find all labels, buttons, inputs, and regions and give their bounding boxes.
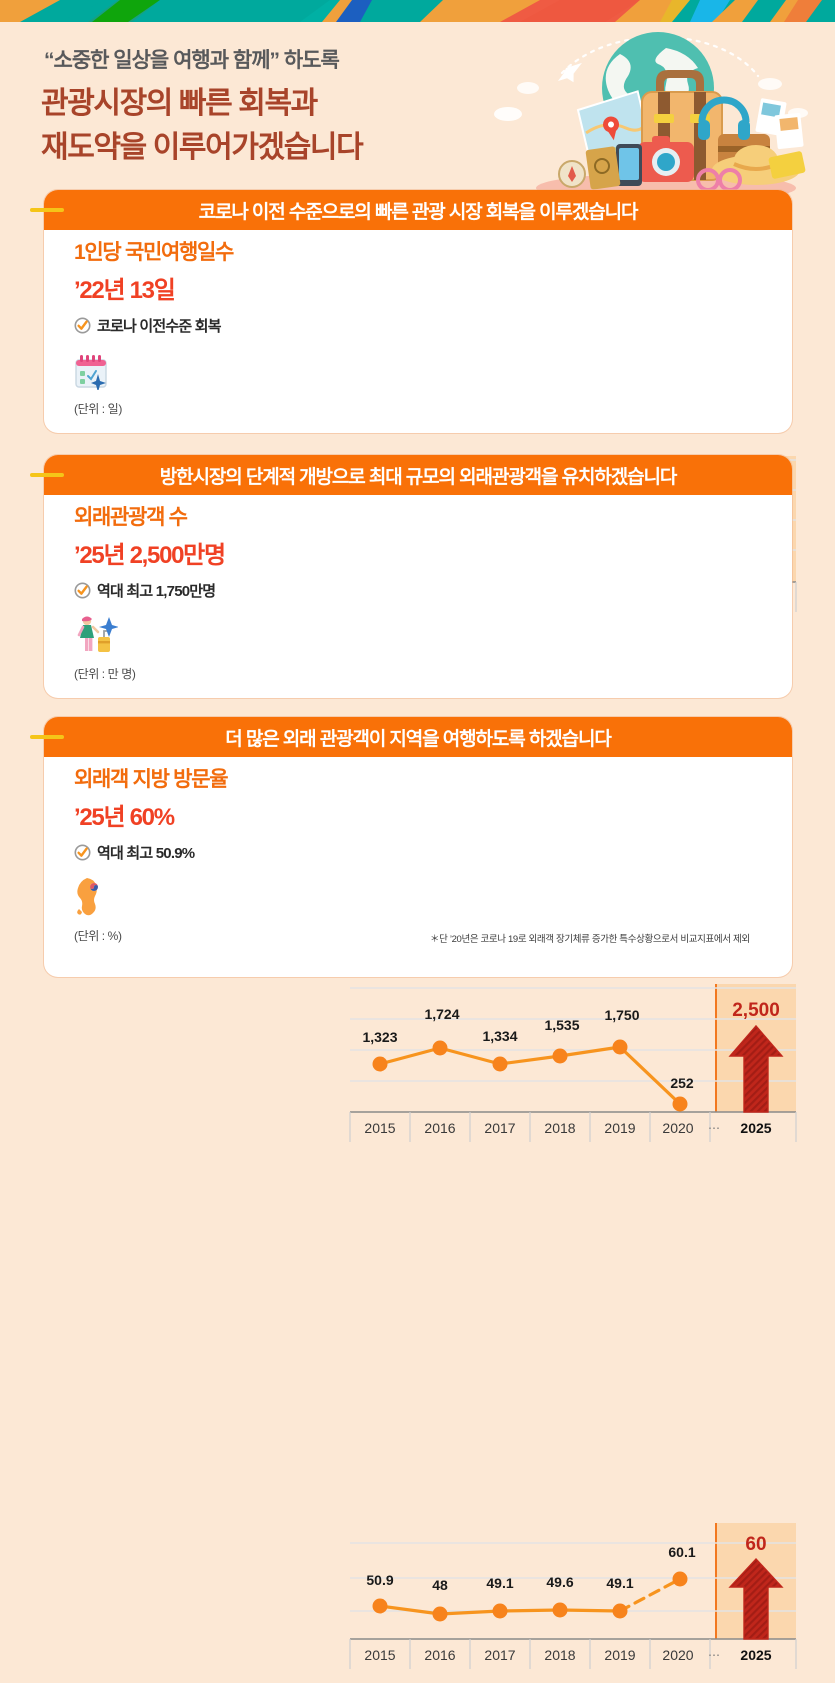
x-axis-labels-2: 2015 2016 2017 2018 2019 2020 ⋯ 2025 xyxy=(364,1120,771,1136)
info-unit-1: (단위 : 일) xyxy=(74,402,122,417)
info-unit-3: (단위 : %) xyxy=(74,929,122,944)
x-tick-label-target: 2025 xyxy=(740,1120,771,1136)
data-label: 49.1 xyxy=(606,1575,633,1591)
data-labels-3: 50.9 48 49.1 49.6 49.1 60.1 xyxy=(366,1544,695,1593)
x-tick-label: 2019 xyxy=(604,1120,635,1136)
axis-gap-ellipsis: ⋯ xyxy=(708,1121,720,1135)
x-axis-labels-3: 2015 2016 2017 2018 2019 2020 ⋯ 2025 xyxy=(364,1647,771,1663)
series-markers-3 xyxy=(372,1571,688,1622)
info-panel-2: 외래관광객 수 ’25년 2,500만명 역대 최고 1,750만명 xyxy=(74,506,319,682)
info-sub-text-1: 코로나 이전수준 회복 xyxy=(97,318,222,336)
info-title-2: 외래관광객 수 xyxy=(74,506,188,532)
info-panel-3: 외래객 지방 방문율 ’25년 60% 역대 최고 50.9% (단위 : %) xyxy=(74,768,319,944)
x-tick-label: 2020 xyxy=(662,1647,693,1663)
info-value-2: ’25년 2,500만명 xyxy=(74,542,226,570)
info-sub-3: 역대 최고 50.9% xyxy=(74,842,319,863)
info-value-3: ’25년 60% xyxy=(74,804,175,832)
hero-section: “소중한 일상을 여행과 함께” 하도록 관광시장의 빠른 회복과 재도약을 이… xyxy=(0,22,835,203)
calendar-plane-glyph xyxy=(75,355,107,391)
check-circle-icon xyxy=(74,844,91,861)
section-header-bar-2: 방한시장의 단계적 개방으로 최대 규모의 외래관광객을 유치하겠습니다 xyxy=(44,455,792,495)
info-title-3: 외래객 지방 방문율 xyxy=(74,768,229,794)
data-label: 49.6 xyxy=(546,1574,573,1590)
hero-quote: “소중한 일상을 여행과 함께” 하도록 xyxy=(44,49,340,72)
info-sub-1: 코로나 이전수준 회복 xyxy=(74,315,319,336)
info-sub-text-3: 역대 최고 50.9% xyxy=(97,845,195,863)
info-sub-text-2: 역대 최고 1,750만명 xyxy=(97,583,216,601)
section-header-text-3: 더 많은 외래 관광객이 지역을 여행하도록 하겠습니다 xyxy=(225,728,612,750)
info-sub-2: 역대 최고 1,750만명 xyxy=(74,580,319,601)
x-tick-label-target: 2025 xyxy=(740,1647,771,1663)
x-tick-label: 2020 xyxy=(662,1120,693,1136)
chart-3-footnote: ＊단 ’20년은 코로나 19로 외래객 장기체류 증가한 특수상황으로서 비교… xyxy=(430,934,750,945)
x-tick-label: 2018 xyxy=(544,1647,575,1663)
x-tick-label: 2015 xyxy=(364,1647,395,1663)
chart-3-regional-visit-rate: 50.9 48 49.1 49.6 49.1 60.1 60 2015 2016… xyxy=(349,1523,797,1669)
traveler-luggage-icon xyxy=(74,613,319,655)
header-accent-dash-3 xyxy=(30,735,64,739)
info-title-wrap-2: 외래관광객 수 xyxy=(74,506,319,532)
top-band-pattern xyxy=(0,0,835,22)
info-unit-2: (단위 : 만 명) xyxy=(74,667,136,682)
data-label: 49.1 xyxy=(486,1575,513,1591)
data-label: 1,323 xyxy=(362,1029,397,1045)
header-accent-dash-2 xyxy=(30,473,64,477)
calendar-plane-icon xyxy=(74,348,319,391)
section-header-bar-3: 더 많은 외래 관광객이 지역을 여행하도록 하겠습니다 xyxy=(44,717,792,757)
travel-suitcase-globe-illustration xyxy=(494,32,808,203)
info-title-1: 1인당 국민여행일수 xyxy=(74,241,234,267)
header-accent-dash-1 xyxy=(30,208,64,212)
section-header-text-1: 코로나 이전 수준으로의 빠른 관광 시장 회복을 이루겠습니다 xyxy=(198,201,639,223)
data-label: 1,334 xyxy=(482,1028,517,1044)
hero-headline-line-2: 재도약을 이루어가겠습니다 xyxy=(41,131,364,164)
info-value-1: ’22년 13일 xyxy=(74,277,176,305)
korea-map-icon xyxy=(74,875,319,917)
data-label: 50.9 xyxy=(366,1572,393,1588)
target-value-label-3: 60 xyxy=(745,1534,766,1555)
x-tick-label: 2019 xyxy=(604,1647,635,1663)
info-title-wrap-3: 외래객 지방 방문율 xyxy=(74,768,319,794)
data-label: 1,750 xyxy=(604,1007,639,1023)
chart-2-inbound-tourists: 1,323 1,724 1,334 1,535 1,750 252 2,500 … xyxy=(349,984,797,1142)
x-tick-label: 2018 xyxy=(544,1120,575,1136)
section-card-1: 코로나 이전 수준으로의 빠른 관광 시장 회복을 이루겠습니다 1인당 국민여… xyxy=(30,190,797,612)
target-value-label-2: 2,500 xyxy=(732,1000,780,1021)
data-label: 48 xyxy=(432,1577,448,1593)
data-label: 1,535 xyxy=(544,1017,579,1033)
decorative-top-band xyxy=(0,0,835,22)
traveler-luggage-glyph xyxy=(77,616,118,653)
check-circle-icon xyxy=(74,317,91,334)
info-panel-1: 1인당 국민여행일수 ’22년 13일 코로나 이전수준 회복 xyxy=(74,241,319,417)
x-tick-label: 2015 xyxy=(364,1120,395,1136)
section-header-text-2: 방한시장의 단계적 개방으로 최대 규모의 외래관광객을 유치하겠습니다 xyxy=(159,466,678,488)
data-label: 60.1 xyxy=(668,1544,695,1560)
hero-headline-line-1: 관광시장의 빠른 회복과 xyxy=(41,87,318,120)
x-tick-label: 2016 xyxy=(424,1120,455,1136)
check-circle-icon xyxy=(74,582,91,599)
axis-gap-ellipsis: ⋯ xyxy=(708,1648,720,1662)
korea-map-glyph xyxy=(77,878,98,916)
x-tick-label: 2017 xyxy=(484,1120,515,1136)
section-card-2: 방한시장의 단계적 개방으로 최대 규모의 외래관광객을 유치하겠습니다 외래관… xyxy=(30,455,797,1142)
section-header-bar-1: 코로나 이전 수준으로의 빠른 관광 시장 회복을 이루겠습니다 xyxy=(44,190,792,230)
series-line-2 xyxy=(379,1045,682,1106)
data-label: 252 xyxy=(670,1075,694,1091)
info-title-wrap-1: 1인당 국민여행일수 xyxy=(74,241,319,267)
data-label: 1,724 xyxy=(424,1006,459,1022)
x-tick-label: 2016 xyxy=(424,1647,455,1663)
x-tick-label: 2017 xyxy=(484,1647,515,1663)
